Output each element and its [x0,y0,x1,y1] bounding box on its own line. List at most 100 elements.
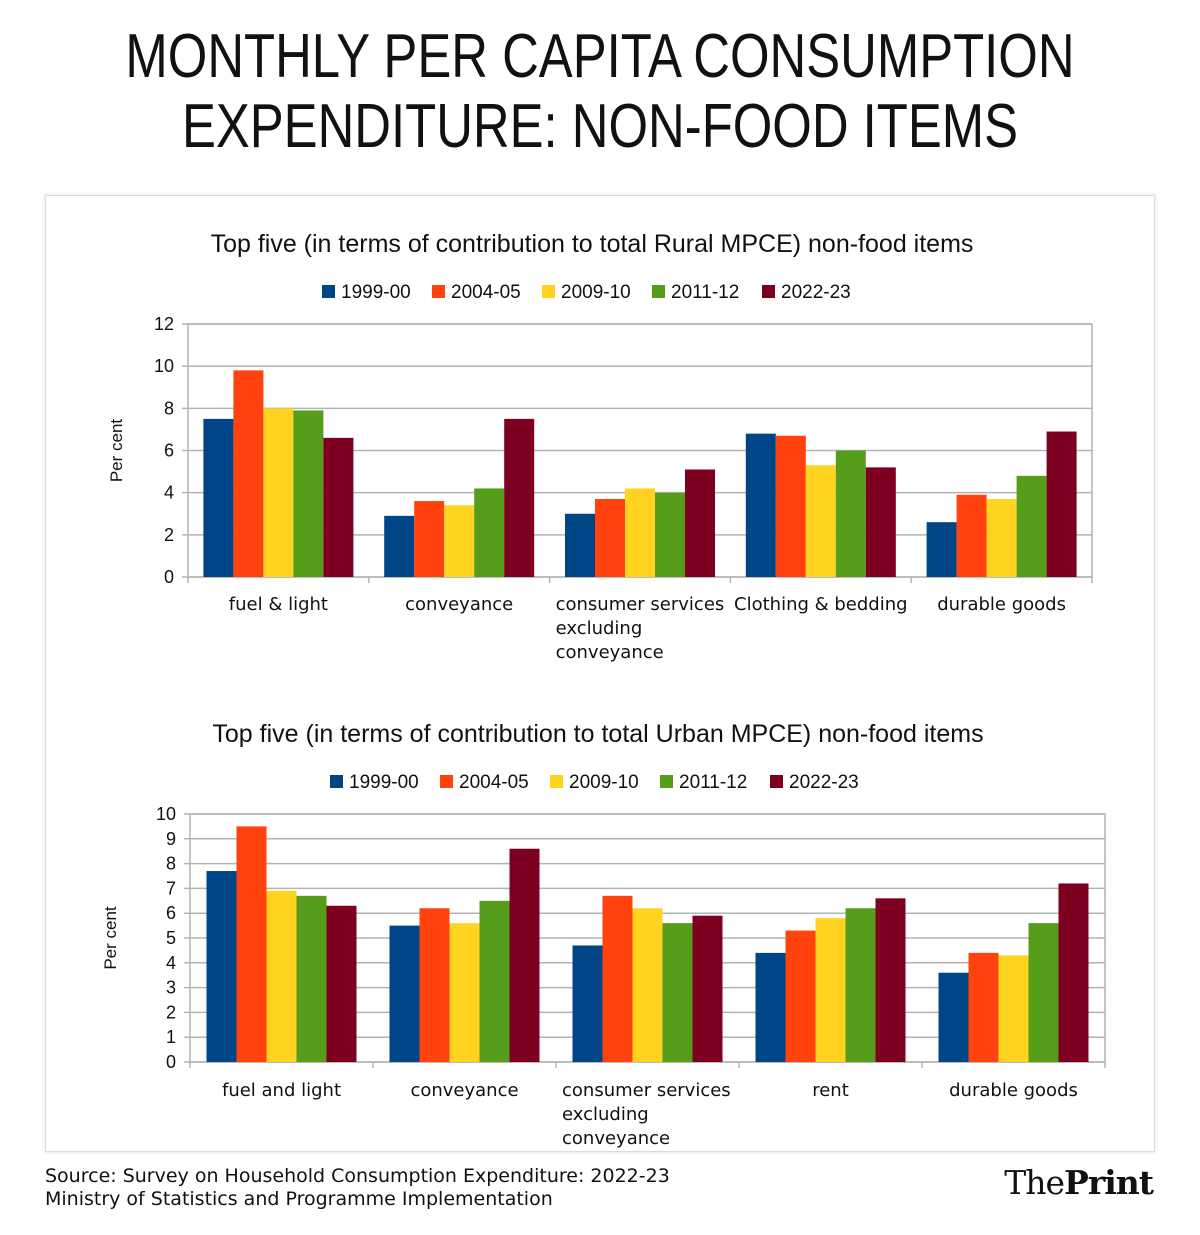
legend-swatch-2009-10 [550,775,563,788]
bar-conveyance-2011-12 [479,900,510,1062]
legend-swatch-2004-05 [440,775,453,788]
x-category-label: fuel and light [222,1080,341,1101]
source-line-2: Ministry of Statistics and Programme Imp… [45,1188,553,1210]
x-category-label: rent [812,1080,849,1101]
legend-swatch-2022-23 [762,285,775,298]
legend-label-1999-00: 1999-00 [341,282,411,303]
bar-durable-goods-1999-00 [938,972,969,1062]
chart-urban: Top five (in terms of contribution to to… [101,720,1106,1149]
y-axis-label: Per cent [101,906,120,970]
legend-swatch-1999-00 [322,285,335,298]
y-tick-label: 1 [166,1027,176,1047]
y-tick-label: 7 [166,878,176,898]
bar-fuel-and-light-2022-23 [326,905,357,1062]
bar-consumer-services-excluding-conveyance-2022-23 [692,915,723,1062]
bar-fuel-light-2011-12 [293,410,324,577]
chart-rural: Top five (in terms of contribution to to… [107,230,1093,663]
bar-rent-2011-12 [845,908,876,1062]
bar-consumer-services-excluding-conveyance-2022-23 [685,469,715,577]
bar-durable-goods-2009-10 [998,955,1029,1062]
page-title: MONTHLY PER CAPITA CONSUMPTION EXPENDITU… [108,22,1092,162]
x-category-label: durable goods [937,594,1066,615]
legend-label-1999-00: 1999-00 [349,772,419,793]
bar-conveyance-2004-05 [419,908,450,1062]
page-title-line-2: EXPENDITURE: NON-FOOD ITEMS [181,92,1019,161]
bar-conveyance-2022-23 [509,848,540,1062]
bar-durable-goods-2004-05 [968,952,999,1062]
x-category-label: consumer services excluding conveyance [562,1080,731,1149]
bar-consumer-services-excluding-conveyance-2004-05 [595,498,625,577]
x-category-label: durable goods [949,1080,1078,1101]
bar-consumer-services-excluding-conveyance-2009-10 [632,908,663,1062]
legend-swatch-2004-05 [432,285,445,298]
legend-label-2022-23: 2022-23 [781,282,851,303]
logo-print: Print [1064,1163,1154,1202]
bar-durable-goods-2011-12 [1016,475,1047,577]
bar-fuel-light-2022-23 [323,437,354,577]
y-tick-label: 10 [156,804,176,824]
bar-consumer-services-excluding-conveyance-2004-05 [602,895,633,1062]
legend-swatch-2011-12 [652,285,665,298]
bar-conveyance-2004-05 [414,501,445,577]
bar-fuel-and-light-2004-05 [236,826,267,1062]
bar-rent-2009-10 [815,918,846,1062]
y-axis-label: Per cent [107,419,126,483]
logo-the: The [1004,1163,1065,1202]
bar-consumer-services-excluding-conveyance-2011-12 [655,492,685,577]
page-title-line-1: MONTHLY PER CAPITA CONSUMPTION [125,22,1075,91]
x-category-label: consumer services excluding conveyance [556,594,725,663]
legend-swatch-1999-00 [330,775,343,788]
bar-durable-goods-2004-05 [956,494,987,577]
y-tick-label: 8 [164,398,174,418]
bar-conveyance-2022-23 [504,418,535,577]
bar-fuel-light-2004-05 [233,370,264,577]
y-tick-label: 4 [164,483,174,503]
bar-fuel-and-light-1999-00 [206,871,237,1062]
bar-conveyance-1999-00 [389,925,420,1062]
y-tick-label: 6 [166,903,176,923]
x-category-label: conveyance [410,1080,518,1101]
legend-label-2011-12: 2011-12 [671,282,739,303]
y-tick-label: 9 [166,829,176,849]
bar-clothing-bedding-2009-10 [805,465,836,577]
bar-rent-2004-05 [785,930,816,1062]
source-note: Source: Survey on Household Consumption … [45,1165,670,1211]
bar-fuel-light-2009-10 [263,408,294,577]
legend-label-2009-10: 2009-10 [561,282,631,303]
y-tick-label: 12 [154,314,174,334]
bar-conveyance-2009-10 [444,505,475,577]
y-tick-label: 8 [166,854,176,874]
y-tick-label: 0 [166,1052,176,1072]
legend-swatch-2011-12 [660,775,673,788]
y-tick-label: 3 [166,978,176,998]
bar-clothing-bedding-2004-05 [775,435,806,577]
bar-clothing-bedding-2011-12 [835,450,866,577]
legend-swatch-2009-10 [542,285,555,298]
theprint-logo: ThePrint [1004,1163,1154,1202]
x-category-label: fuel & light [229,594,328,615]
legend-label-2022-23: 2022-23 [789,772,859,793]
chart-title: Top five (in terms of contribution to to… [211,230,974,258]
bar-consumer-services-excluding-conveyance-2009-10 [625,488,655,577]
y-tick-label: 4 [166,953,176,973]
bar-fuel-light-1999-00 [203,418,234,577]
y-tick-label: 0 [164,567,174,587]
chart-title: Top five (in terms of contribution to to… [212,720,983,748]
bar-consumer-services-excluding-conveyance-1999-00 [565,513,595,577]
bar-durable-goods-2022-23 [1058,883,1089,1062]
bar-durable-goods-2022-23 [1046,431,1077,577]
bar-durable-goods-1999-00 [926,522,957,577]
y-tick-label: 5 [166,928,176,948]
legend-label-2004-05: 2004-05 [459,772,529,793]
bar-clothing-bedding-2022-23 [865,467,896,577]
bar-conveyance-2011-12 [474,488,505,577]
legend-swatch-2022-23 [770,775,783,788]
source-line-1: Source: Survey on Household Consumption … [45,1165,670,1187]
bar-conveyance-1999-00 [384,515,415,577]
bar-durable-goods-2009-10 [986,498,1017,577]
y-tick-label: 2 [166,1002,176,1022]
y-tick-label: 6 [164,441,174,461]
bar-conveyance-2009-10 [449,923,480,1062]
legend-label-2009-10: 2009-10 [569,772,639,793]
bar-consumer-services-excluding-conveyance-1999-00 [572,945,603,1062]
